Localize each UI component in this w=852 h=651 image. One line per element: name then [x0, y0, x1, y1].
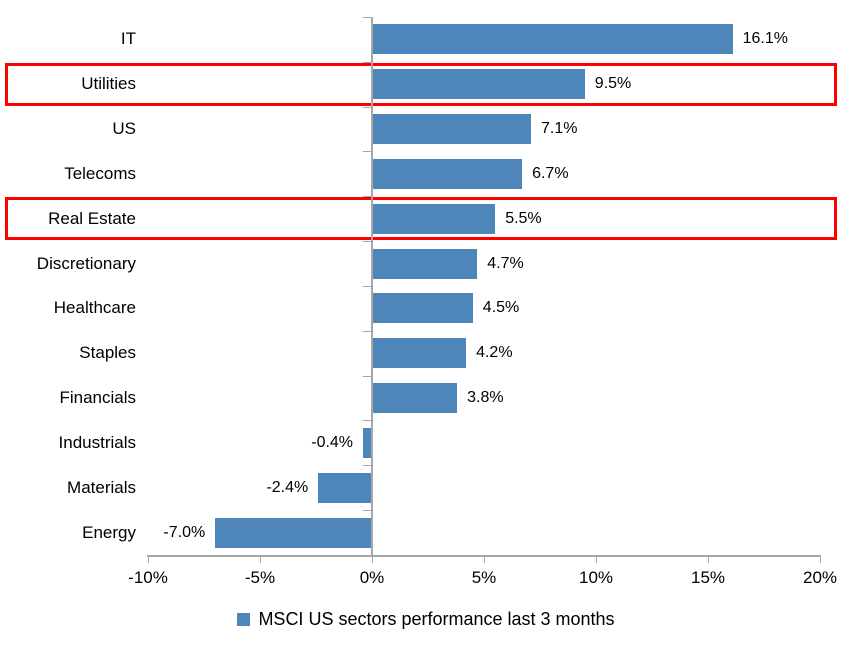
x-tick-label: 20%: [802, 568, 838, 587]
y-axis-tick: [363, 465, 371, 467]
y-axis-tick: [363, 196, 371, 198]
category-label: Real Estate: [48, 208, 136, 228]
x-axis-tick: [596, 555, 597, 563]
y-axis-tick: [363, 241, 371, 243]
x-tick-label: 0%: [359, 568, 385, 587]
bar: [372, 158, 523, 189]
legend-label: MSCI US sectors performance last 3 month…: [258, 609, 615, 629]
x-axis-tick: [372, 555, 373, 563]
y-axis-tick: [363, 106, 371, 108]
y-axis-tick: [363, 151, 371, 153]
value-label: -0.4%: [311, 433, 354, 451]
x-tick-label: -10%: [128, 568, 168, 587]
bar: [372, 69, 585, 100]
y-axis-tick: [363, 375, 371, 377]
category-label: IT: [120, 29, 136, 49]
x-tick-label: -5%: [244, 568, 276, 587]
value-label: 9.5%: [594, 75, 632, 93]
x-axis-tick: [260, 555, 261, 563]
legend-square-icon: [237, 613, 251, 626]
value-label: 6.7%: [532, 164, 569, 182]
bar: [372, 293, 473, 324]
bar: [372, 338, 467, 369]
value-label: 4.7%: [487, 254, 524, 272]
bar: [372, 248, 478, 279]
x-axis-tick: [708, 555, 709, 563]
x-tick-label: 15%: [690, 568, 726, 587]
chart-legend: MSCI US sectors performance last 3 month…: [0, 609, 852, 630]
x-axis-tick: [148, 555, 149, 563]
value-label: 3.8%: [467, 389, 504, 407]
value-label: 4.2%: [476, 344, 513, 362]
y-axis-tick: [363, 420, 371, 422]
x-tick-label: 5%: [471, 568, 497, 587]
highlight-box-real-estate: [5, 197, 837, 241]
category-label: Energy: [82, 522, 136, 542]
bar: [372, 383, 458, 414]
category-label: Healthcare: [53, 298, 136, 318]
y-axis-tick: [363, 17, 371, 18]
highlight-box-utilities: [5, 62, 837, 106]
value-label: -2.4%: [266, 478, 309, 496]
category-label: US: [112, 119, 136, 139]
category-label: Materials: [67, 477, 136, 497]
y-axis-tick: [363, 61, 371, 63]
y-axis-line: [371, 17, 373, 556]
category-label: Utilities: [81, 74, 136, 94]
value-label: 16.1%: [742, 30, 788, 48]
y-axis-tick: [363, 330, 371, 332]
x-tick-label: 10%: [578, 568, 614, 587]
category-label: Financials: [59, 388, 136, 408]
category-label: Telecoms: [64, 163, 136, 183]
bar: [372, 203, 496, 234]
value-label: 7.1%: [541, 120, 578, 138]
bar: [318, 472, 372, 503]
x-axis-tick: [820, 555, 821, 563]
category-label: Industrials: [58, 432, 136, 452]
category-label: Discretionary: [36, 253, 136, 273]
category-label: Staples: [79, 343, 136, 363]
y-axis-tick: [363, 510, 371, 512]
bar: [372, 24, 733, 55]
value-label: 5.5%: [505, 209, 542, 227]
x-axis-tick: [484, 555, 485, 563]
bar: [363, 427, 372, 458]
value-label: -7.0%: [163, 523, 206, 541]
y-axis-tick: [363, 285, 371, 287]
value-label: 4.5%: [482, 299, 520, 317]
bar: [215, 517, 372, 548]
bar: [372, 114, 532, 145]
